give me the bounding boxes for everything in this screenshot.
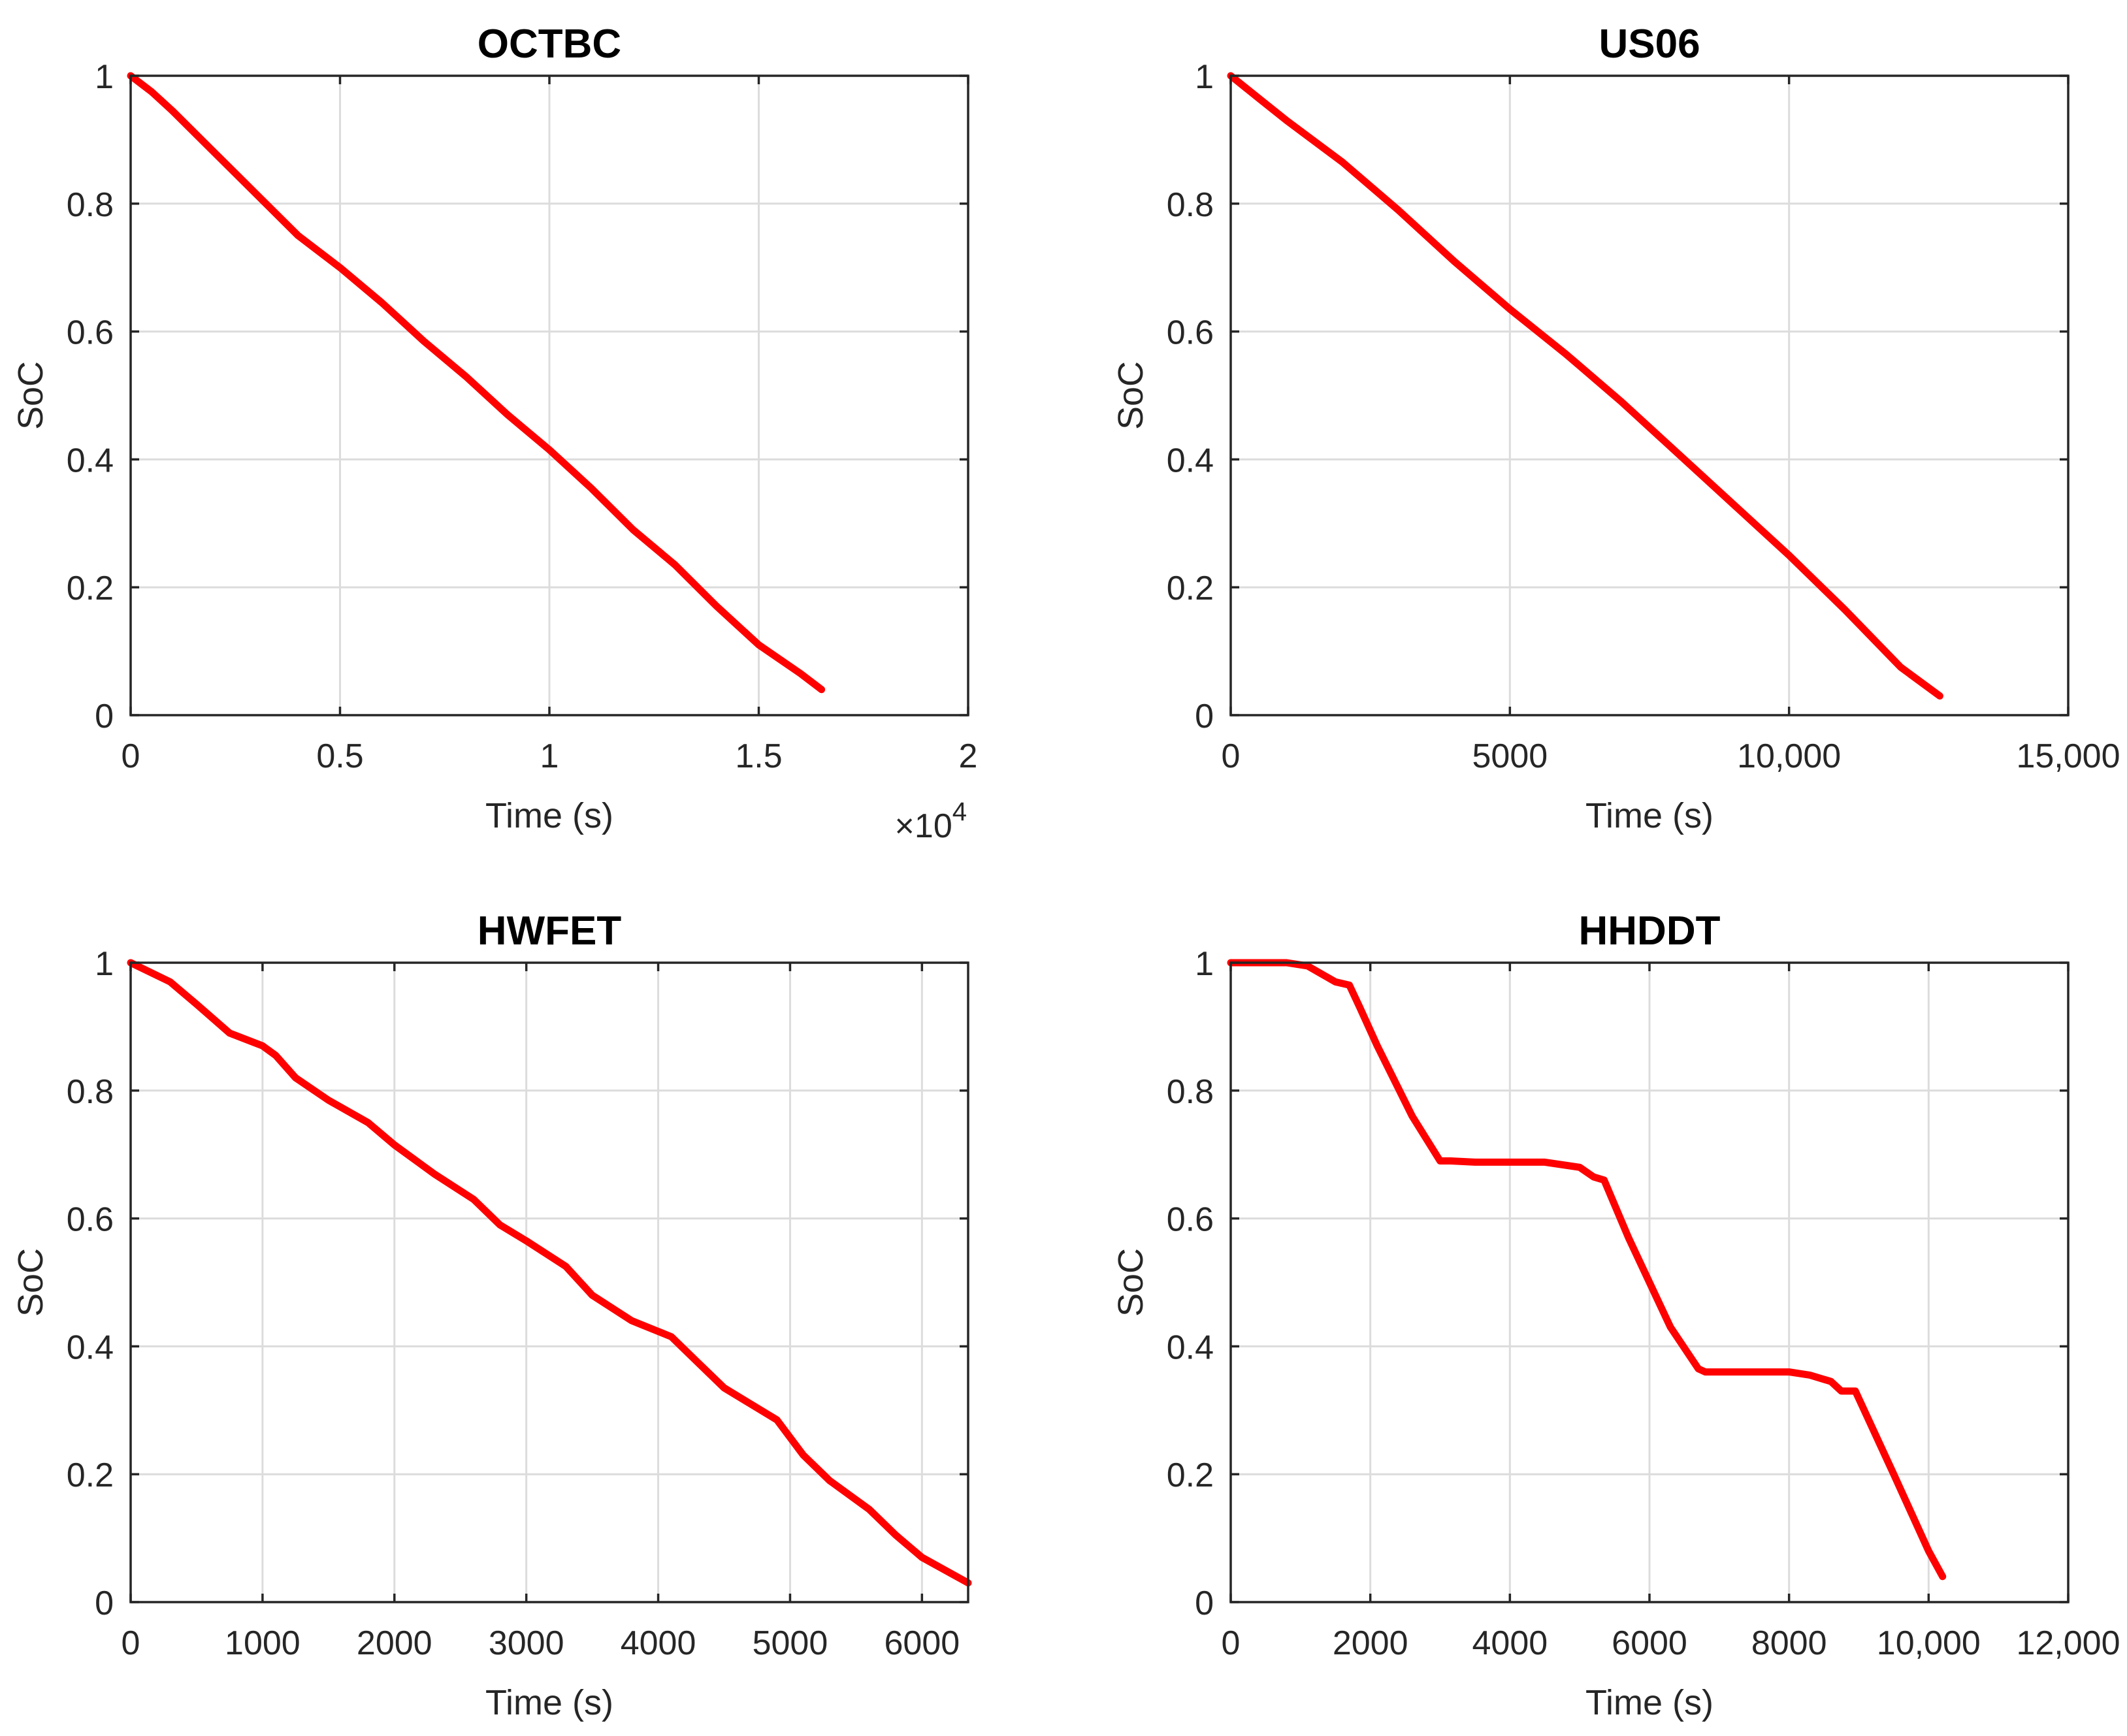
series-line <box>1227 72 1943 700</box>
x-tick-label: 0 <box>122 1624 140 1662</box>
x-tick-label: 1.5 <box>735 737 782 775</box>
x-tick-label: 10,000 <box>1877 1624 1981 1662</box>
chart-title: OCTBC <box>478 22 621 67</box>
x-tick-label: 12,000 <box>2016 1624 2120 1662</box>
x-tick-label: 2 <box>959 737 978 775</box>
y-tick-label: 1 <box>1195 945 1214 983</box>
y-tick-label: 0 <box>95 1584 114 1622</box>
chart-panel-hhddt: HHDDT 0 2000 4000 6000 8000 10,000 12,000 0 0.2 0… <box>1111 908 2120 1722</box>
chart-title: HHDDT <box>1579 908 1721 954</box>
chart-title: HWFET <box>478 908 622 954</box>
x-tick-label: 0 <box>1222 737 1241 775</box>
x-axis-label: Time (s) <box>1585 1683 1713 1722</box>
y-tick-label: 0.6 <box>67 1201 114 1239</box>
series-line <box>127 72 826 694</box>
x-axis-label: Time (s) <box>485 796 613 835</box>
chart-title: US06 <box>1599 22 1700 67</box>
x-tick-label: 4000 <box>621 1624 696 1662</box>
series-line <box>127 959 972 1587</box>
x-axis-exponent: ×104 <box>895 797 967 845</box>
y-tick-label: 0.4 <box>1167 442 1214 479</box>
x-axis-exponent-power: 4 <box>952 797 967 826</box>
y-tick-label: 0.8 <box>1167 186 1214 224</box>
x-tick-label: 8000 <box>1751 1624 1827 1662</box>
x-axis-label: Time (s) <box>485 1683 613 1722</box>
plot-area-frame <box>1229 74 2070 716</box>
x-tick-label: 4000 <box>1472 1624 1548 1662</box>
y-tick-label: 0.2 <box>67 570 114 607</box>
chart-panel-octbc: OCTBC 0 0.5 1 1.5 2 0 0.2 0.4 0.6 0.8 1 Time (s) SoC… <box>11 22 977 845</box>
grid <box>129 74 969 716</box>
y-tick-label: 0.4 <box>67 442 114 479</box>
y-axis-label: SoC <box>11 1248 50 1317</box>
y-tick-label: 0.4 <box>67 1328 114 1366</box>
y-tick-label: 0 <box>1195 698 1214 735</box>
series-line <box>1227 959 1947 1581</box>
x-tick-label: 6000 <box>884 1624 960 1662</box>
y-tick-label: 0.6 <box>1167 1201 1214 1239</box>
x-tick-label: 0.5 <box>316 737 363 775</box>
chart-panel-us06: US06 0 5000 10,000 15,000 0 0.2 0.4 0.6 0.8 1 Time… <box>1111 22 2120 835</box>
y-tick-label: 1 <box>95 58 114 96</box>
x-tick-label: 5000 <box>753 1624 828 1662</box>
y-tick-label: 0 <box>1195 1584 1214 1622</box>
x-axis-label: Time (s) <box>1585 796 1713 835</box>
chart-panel-hwfet: HWFET 0 1000 2000 3000 4000 5000 6000 0 0.2 0.4 0.… <box>11 908 972 1722</box>
y-tick-label: 0.2 <box>1167 570 1214 607</box>
y-tick-label: 1 <box>95 945 114 983</box>
x-tick-label: 0 <box>1222 1624 1241 1662</box>
x-tick-label: 6000 <box>1612 1624 1687 1662</box>
y-tick-label: 0.2 <box>1167 1456 1214 1494</box>
x-tick-label: 2000 <box>357 1624 432 1662</box>
y-tick-label: 0.8 <box>67 186 114 224</box>
plot-area-frame <box>129 961 969 1603</box>
y-tick-label: 0.6 <box>67 314 114 352</box>
x-tick-label: 10,000 <box>1737 737 1841 775</box>
x-tick-label: 1000 <box>225 1624 300 1662</box>
y-tick-label: 0.2 <box>67 1456 114 1494</box>
y-tick-label: 1 <box>1195 58 1214 96</box>
y-axis-label: SoC <box>11 361 50 430</box>
y-tick-label: 0.8 <box>1167 1073 1214 1111</box>
grid <box>129 961 968 1603</box>
x-tick-label: 2000 <box>1333 1624 1408 1662</box>
x-axis-exponent-base: ×10 <box>895 807 952 845</box>
x-tick-label: 3000 <box>489 1624 564 1662</box>
y-tick-label: 0 <box>95 698 114 735</box>
y-axis-label: SoC <box>1111 361 1150 430</box>
y-axis-label: SoC <box>1111 1248 1150 1317</box>
x-tick-label: 1 <box>540 737 559 775</box>
x-tick-label: 15,000 <box>2016 737 2120 775</box>
x-tick-label: 5000 <box>1472 737 1548 775</box>
y-tick-label: 0.6 <box>1167 314 1214 352</box>
x-tick-label: 0 <box>122 737 140 775</box>
y-tick-label: 0.4 <box>1167 1328 1214 1366</box>
y-tick-label: 0.8 <box>67 1073 114 1111</box>
